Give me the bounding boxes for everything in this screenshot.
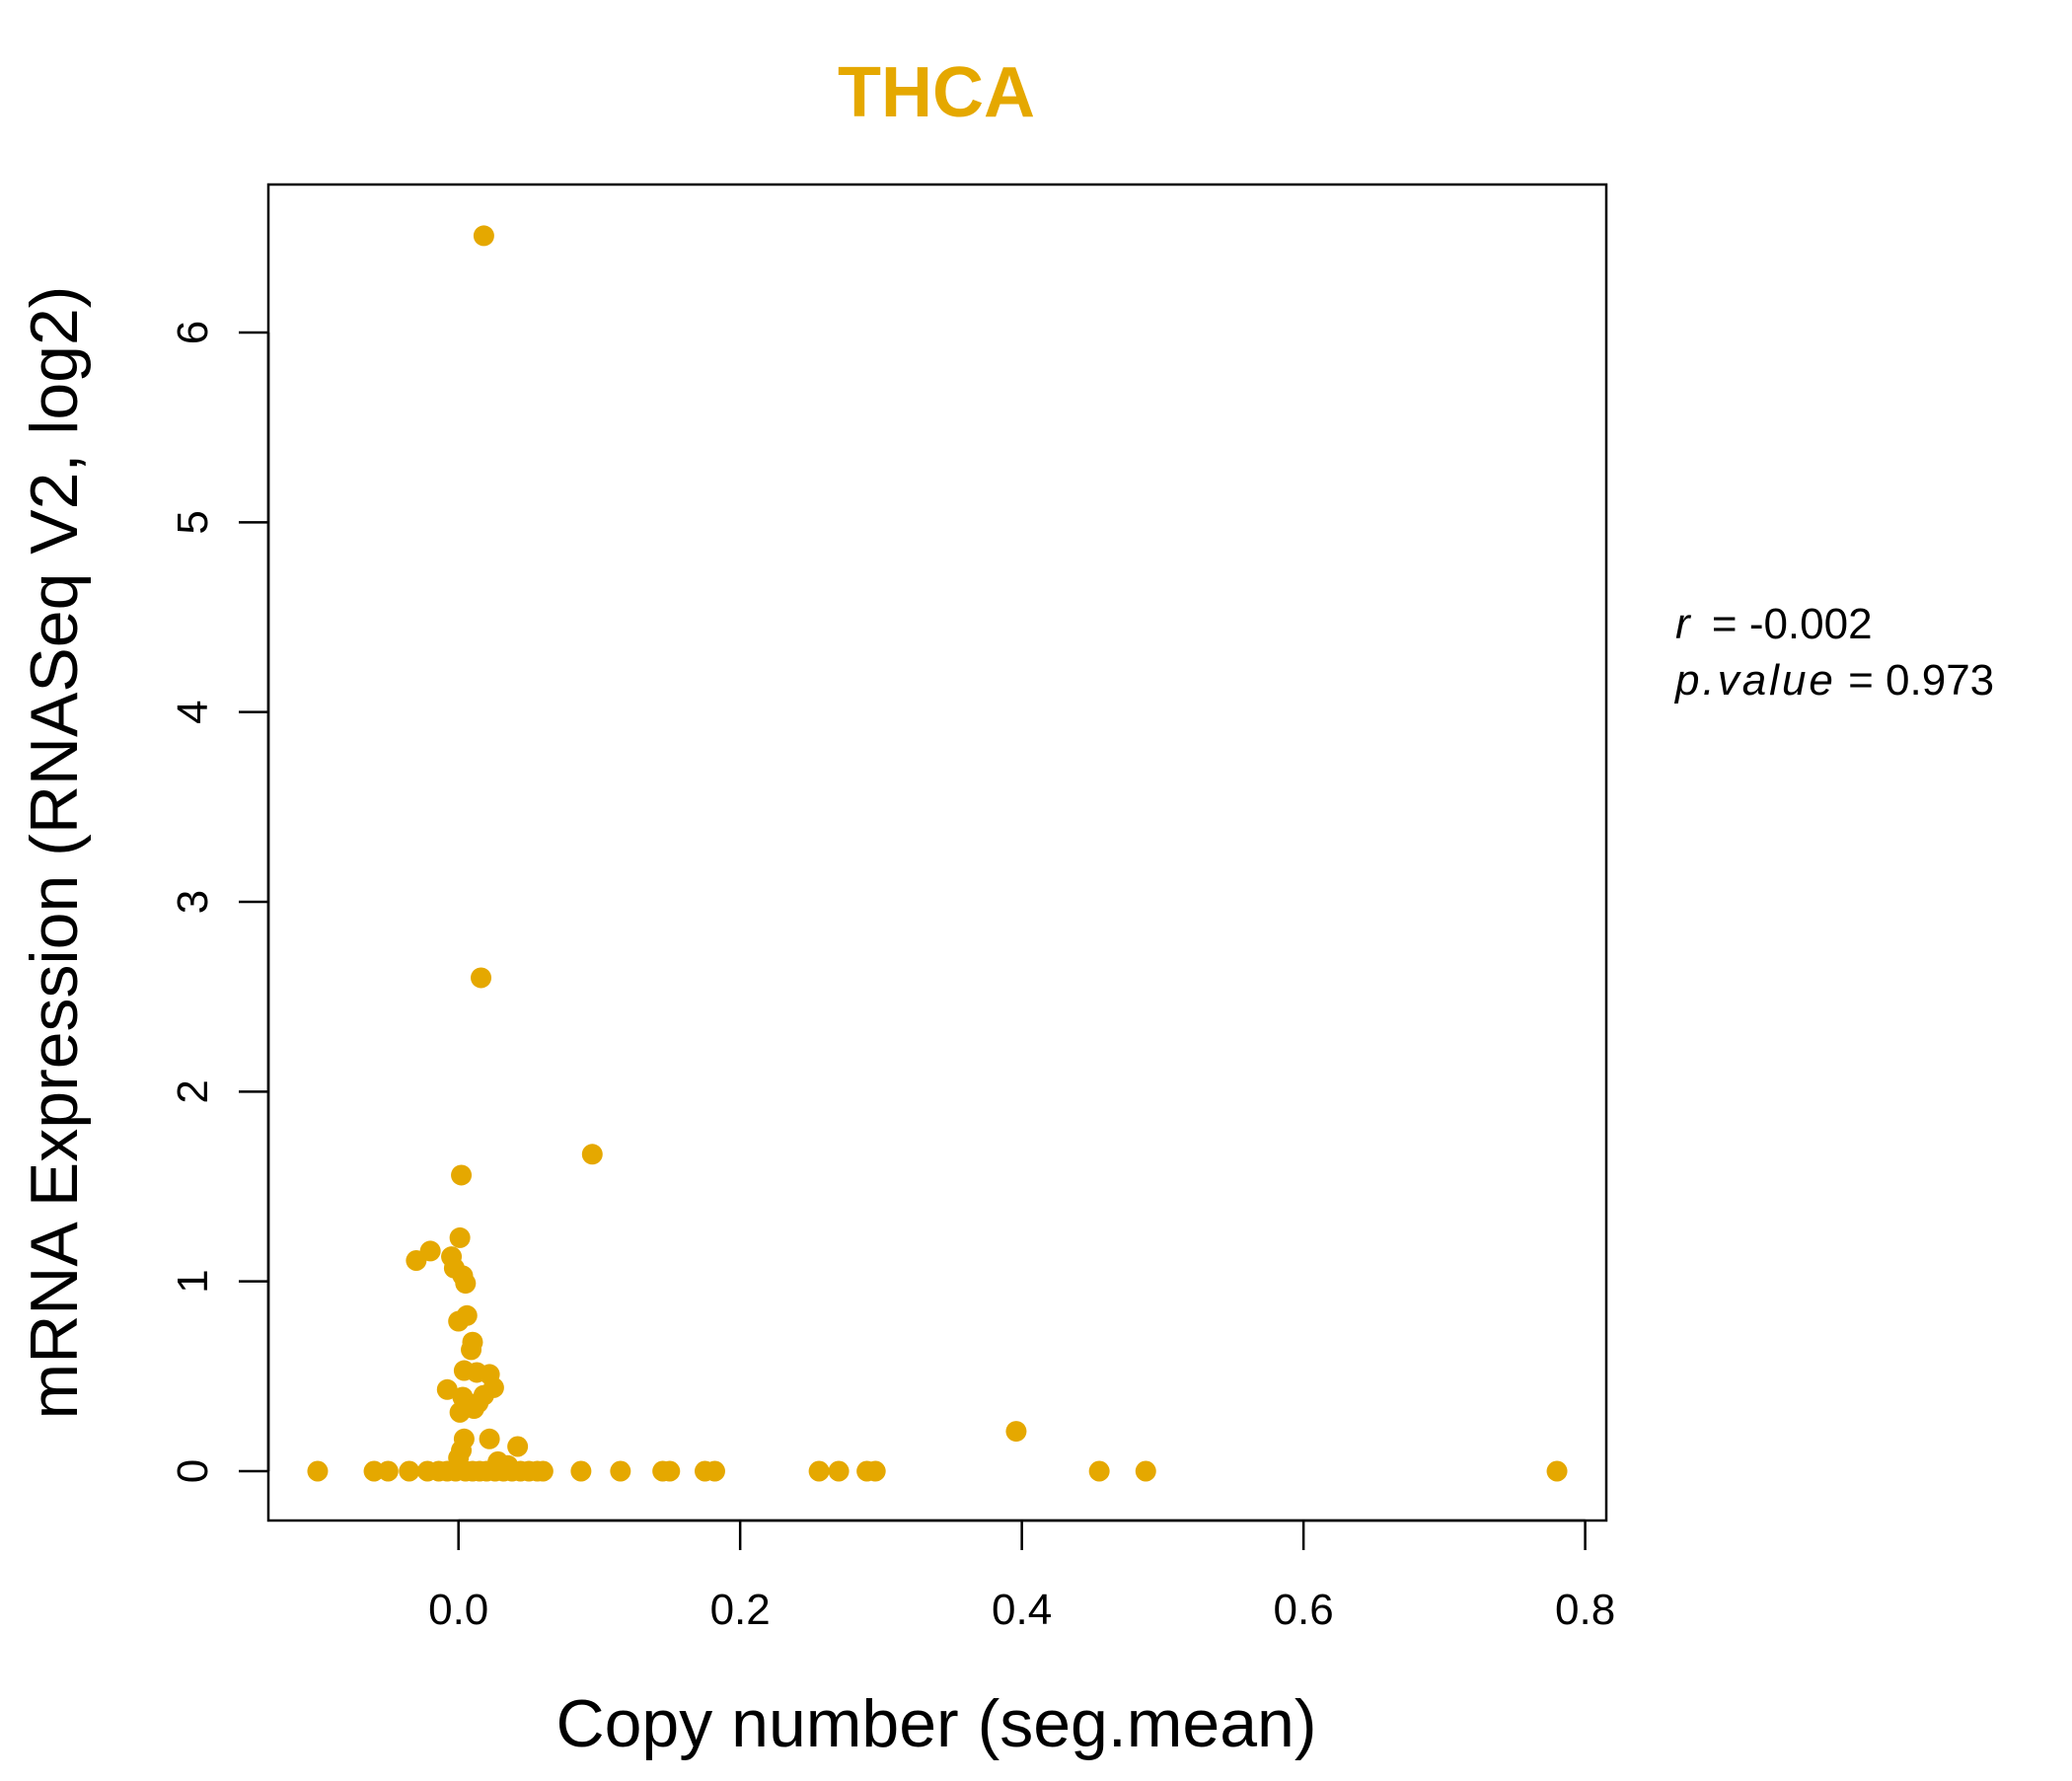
- data-point: [455, 1273, 477, 1295]
- data-point: [570, 1460, 592, 1482]
- y-tick-label: 0: [169, 1459, 217, 1483]
- data-point: [451, 1164, 473, 1186]
- data-point: [377, 1460, 399, 1482]
- data-point: [399, 1460, 420, 1482]
- data-point: [406, 1250, 427, 1272]
- p-value-label: p.value: [1673, 656, 1836, 705]
- stats-annotation: r = -0.002 p.value = 0.973: [1673, 600, 1994, 705]
- y-tick-label: 2: [169, 1079, 217, 1103]
- data-point: [307, 1460, 329, 1482]
- y-tick-label: 5: [169, 510, 217, 534]
- data-point: [436, 1378, 458, 1400]
- r-stat-value: -0.002: [1749, 600, 1873, 648]
- data-point: [1088, 1460, 1110, 1482]
- data-point: [864, 1460, 886, 1482]
- data-point: [581, 1144, 603, 1165]
- data-point: [461, 1339, 482, 1361]
- data-point: [479, 1428, 500, 1449]
- x-axis: 0.0 0.2 0.4 0.6 0.8: [428, 1519, 1615, 1634]
- y-axis-label: mRNA Expression (RNASeq V2, log2): [17, 286, 92, 1420]
- data-point: [610, 1460, 631, 1482]
- data-point: [532, 1460, 554, 1482]
- p-value-stat: p.value = 0.973: [1673, 656, 1994, 705]
- data-point: [449, 1401, 471, 1423]
- data-point: [473, 225, 494, 247]
- x-tick-label: 0.8: [1555, 1586, 1615, 1634]
- data-point: [1546, 1460, 1568, 1482]
- points-layer: [307, 225, 1568, 1482]
- x-tick-label: 0.2: [710, 1586, 771, 1634]
- data-point: [449, 1226, 471, 1248]
- y-tick-label: 1: [169, 1269, 217, 1293]
- data-point: [703, 1460, 725, 1482]
- p-value-value: 0.973: [1886, 656, 1994, 705]
- x-axis-label: Copy number (seg.mean): [555, 1686, 1316, 1761]
- x-tick-label: 0.0: [428, 1586, 488, 1634]
- r-stat: r = -0.002: [1675, 600, 1873, 648]
- x-tick-label: 0.4: [992, 1586, 1052, 1634]
- data-point: [828, 1460, 850, 1482]
- data-point: [471, 967, 492, 989]
- chart-title: THCA: [838, 53, 1035, 132]
- x-tick-label: 0.6: [1274, 1586, 1334, 1634]
- data-point: [1005, 1421, 1027, 1443]
- data-point: [1135, 1460, 1156, 1482]
- data-point: [507, 1436, 529, 1457]
- y-tick-label: 4: [169, 700, 217, 723]
- r-stat-label: r: [1675, 600, 1692, 648]
- data-point: [808, 1460, 830, 1482]
- data-point: [659, 1460, 681, 1482]
- y-tick-label: 6: [169, 321, 217, 344]
- y-tick-label: 3: [169, 890, 217, 914]
- data-point: [448, 1310, 470, 1332]
- y-axis: 0 1 2 3 4 5 6: [169, 321, 270, 1483]
